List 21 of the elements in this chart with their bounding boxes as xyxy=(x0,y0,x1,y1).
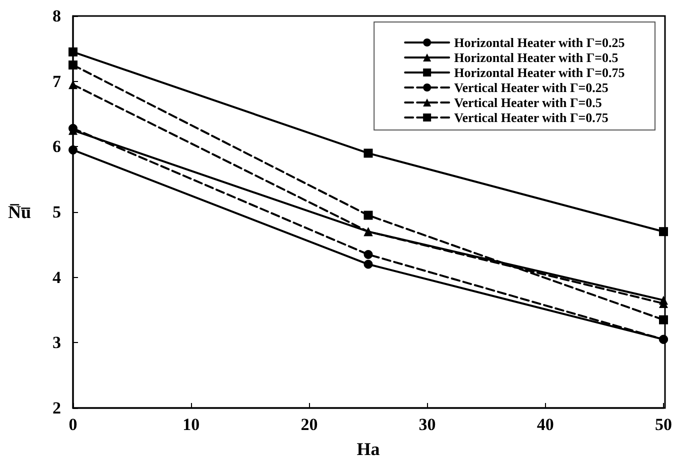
legend-label: Horizontal Heater with Γ=0.75 xyxy=(454,65,626,80)
y-tick-label: 5 xyxy=(52,202,61,222)
x-tick-label: 40 xyxy=(536,415,554,434)
y-tick-label: 6 xyxy=(52,137,61,156)
y-tick-label: 4 xyxy=(52,268,62,287)
y-axis-title: N̅u̅ xyxy=(8,202,31,222)
legend-label: Horizontal Heater with Γ=0.25 xyxy=(454,35,626,50)
y-tick-label: 3 xyxy=(52,333,61,352)
x-axis-title: Ha xyxy=(356,439,380,459)
legend-label: Vertical Heater with Γ=0.5 xyxy=(454,95,602,110)
y-tick-label: 8 xyxy=(52,6,61,26)
legend-label: Vertical Heater with Γ=0.75 xyxy=(454,110,609,125)
y-tick-label: 2 xyxy=(52,398,61,418)
x-tick-label: 50 xyxy=(655,415,672,434)
legend-label: Vertical Heater with Γ=0.25 xyxy=(454,80,609,95)
x-tick-label: 10 xyxy=(182,415,200,434)
x-tick-label: 0 xyxy=(68,415,78,434)
y-tick-label: 7 xyxy=(52,72,62,91)
x-tick-label: 20 xyxy=(300,415,318,434)
x-tick-label: 30 xyxy=(418,415,436,434)
legend-label: Horizontal Heater with Γ=0.5 xyxy=(454,50,619,65)
